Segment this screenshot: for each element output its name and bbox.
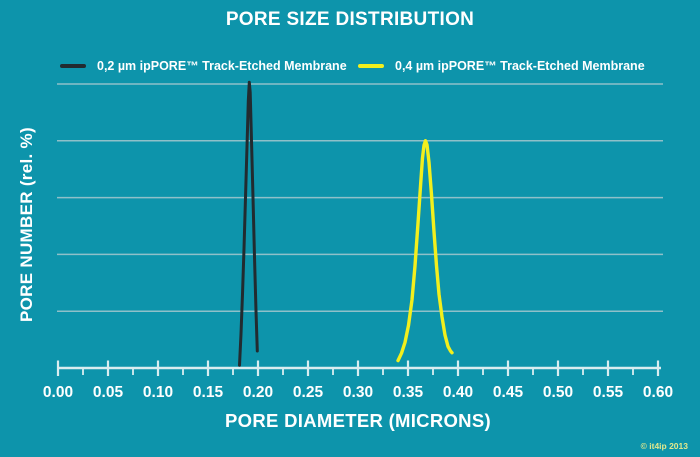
- legend-swatch-yellow-line: [358, 64, 384, 68]
- x-tick-label: 0.50: [543, 384, 573, 401]
- x-tick-label: 0.55: [593, 384, 624, 401]
- x-tick-label: 0.10: [143, 384, 173, 401]
- x-tick-label: 0.45: [493, 384, 524, 401]
- x-axis-title: PORE DIAMETER (MICRONS): [225, 410, 491, 431]
- series-line-02um: [238, 80, 259, 367]
- x-tick-label: 0.15: [193, 384, 224, 401]
- x-tick-label: 0.20: [243, 384, 273, 401]
- series-line-04um: [396, 139, 454, 363]
- legend-item-02um: 0,2 µm ipPORE™ Track-Etched Membrane: [60, 58, 347, 74]
- legend-item-04um: 0,4 µm ipPORE™ Track-Etched Membrane: [358, 58, 645, 74]
- x-tick-label: 0.35: [393, 384, 424, 401]
- legend: 0,2 µm ipPORE™ Track-Etched Membrane 0,4…: [0, 58, 700, 74]
- chart-title: PORE SIZE DISTRIBUTION: [225, 9, 475, 30]
- x-tick-label: 0.00: [43, 384, 73, 401]
- x-tick-label: 0.05: [93, 384, 124, 401]
- copyright-text: © it4ip 2013: [640, 441, 688, 451]
- x-tick-label: 0.25: [293, 384, 324, 401]
- x-tick-label: 0.30: [343, 384, 373, 401]
- legend-label: 0,4 µm ipPORE™ Track-Etched Membrane: [395, 59, 645, 73]
- x-tick-label: 0.60: [643, 384, 673, 401]
- x-tick-label: 0.40: [443, 384, 473, 401]
- y-axis-title: PORE NUMBER (rel. %): [17, 127, 36, 323]
- legend-label: 0,2 µm ipPORE™ Track-Etched Membrane: [97, 59, 347, 73]
- legend-swatch-dark-line: [60, 64, 86, 68]
